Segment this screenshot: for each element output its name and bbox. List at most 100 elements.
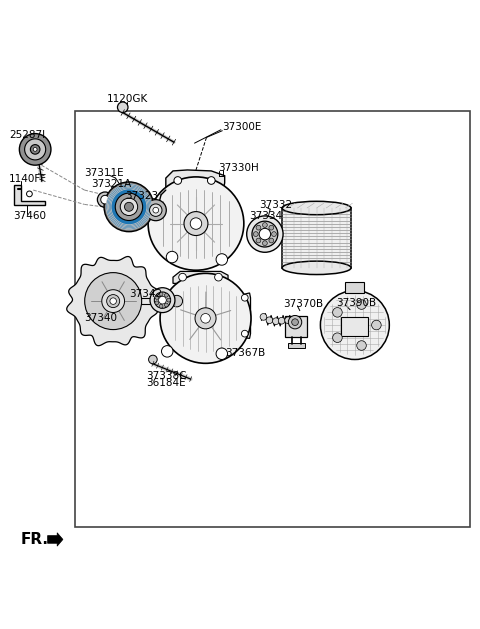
Circle shape [33,147,37,152]
Polygon shape [173,272,228,284]
Circle shape [107,294,120,308]
Text: 37338C: 37338C [146,370,186,381]
Text: FR.: FR. [21,532,49,547]
Circle shape [150,204,162,216]
Circle shape [110,187,148,226]
Circle shape [263,241,267,245]
Circle shape [159,304,163,308]
Ellipse shape [160,274,251,364]
Text: 37334: 37334 [250,211,283,221]
Circle shape [216,348,228,360]
Circle shape [273,318,279,325]
Text: 37460: 37460 [12,211,46,221]
Polygon shape [166,170,225,192]
Circle shape [165,293,168,297]
Bar [282,208,351,268]
Circle shape [124,203,133,211]
Circle shape [266,317,273,323]
Circle shape [26,191,32,197]
Text: 37300E: 37300E [222,123,261,132]
Circle shape [161,345,173,357]
Circle shape [216,253,228,265]
Bar [341,318,368,335]
Circle shape [285,317,291,323]
Text: 37332: 37332 [259,201,292,210]
Circle shape [292,319,299,326]
Circle shape [357,341,366,350]
Circle shape [167,298,170,302]
Ellipse shape [148,177,244,270]
Circle shape [150,287,175,313]
Circle shape [30,145,40,154]
Circle shape [155,301,159,305]
Circle shape [269,238,274,243]
Circle shape [201,313,210,323]
Circle shape [256,225,261,230]
Circle shape [179,274,186,281]
Circle shape [333,308,342,317]
Circle shape [321,291,389,360]
Text: 37340: 37340 [84,313,118,323]
Circle shape [153,208,158,213]
Circle shape [215,274,222,281]
Text: 37367B: 37367B [226,348,266,358]
Circle shape [288,316,302,329]
Circle shape [333,333,342,342]
Text: 37370B: 37370B [283,299,323,309]
Text: 37311E: 37311E [84,169,124,178]
Bar [345,282,364,293]
Text: 37321A: 37321A [91,179,131,189]
Ellipse shape [282,261,351,274]
Circle shape [108,186,149,227]
Bar [288,343,305,348]
Circle shape [171,296,182,307]
Text: 37323: 37323 [125,191,158,201]
Circle shape [84,272,142,330]
Circle shape [155,292,170,308]
Circle shape [260,313,267,320]
Circle shape [110,298,117,304]
Circle shape [149,355,157,364]
Circle shape [19,133,51,165]
Circle shape [278,318,285,324]
Circle shape [269,225,274,230]
Circle shape [174,177,181,184]
Circle shape [195,308,216,329]
Circle shape [159,292,163,296]
Text: 1140FF: 1140FF [9,174,48,184]
Polygon shape [14,186,45,206]
Circle shape [120,198,138,216]
Circle shape [165,303,168,307]
Text: 36184E: 36184E [146,379,185,389]
Circle shape [372,320,381,330]
Circle shape [101,196,109,204]
Circle shape [115,193,143,221]
Circle shape [118,102,128,113]
Text: 37390B: 37390B [336,298,376,308]
Circle shape [106,184,152,230]
Ellipse shape [282,201,351,214]
Circle shape [111,189,147,225]
Circle shape [24,139,46,160]
Circle shape [207,177,215,184]
Circle shape [241,294,248,301]
Bar [75,111,470,528]
Circle shape [259,228,271,240]
Polygon shape [67,257,159,346]
Circle shape [247,216,283,252]
Circle shape [108,185,151,228]
Text: 25287I: 25287I [9,130,46,140]
Circle shape [158,296,166,304]
Polygon shape [48,533,63,546]
Circle shape [357,300,366,309]
Circle shape [241,330,248,337]
Circle shape [145,199,166,221]
Text: 37330H: 37330H [218,163,259,173]
Circle shape [184,211,208,235]
Circle shape [263,223,267,228]
Circle shape [97,192,113,208]
Circle shape [272,231,276,237]
Polygon shape [239,293,251,338]
Text: 1120GK: 1120GK [107,94,148,104]
Circle shape [253,231,258,237]
